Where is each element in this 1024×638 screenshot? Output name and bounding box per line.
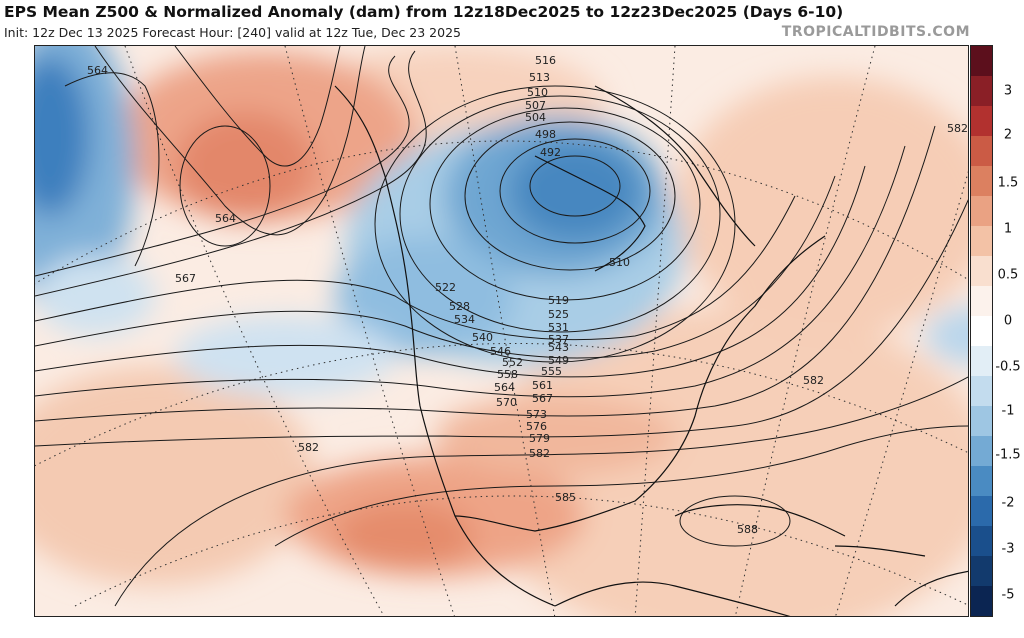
colorbar-segment (971, 106, 992, 136)
contour-label: 561 (532, 379, 553, 392)
colorbar-segment (971, 316, 992, 346)
contour-label: 588 (737, 523, 758, 536)
contour-label: 504 (525, 111, 546, 124)
graticule (35, 46, 968, 616)
colorbar-tick-label: 0 (1003, 313, 1013, 329)
colorbar-tick-label: -3 (1001, 541, 1015, 557)
contour-label: 567 (532, 392, 553, 405)
forecast-info: Init: 12z Dec 13 2025 Forecast Hour: [24… (4, 25, 461, 40)
contour-label: 564 (215, 212, 236, 225)
colorbar-tick-label: 1 (1003, 221, 1013, 237)
coastlines (334, 85, 968, 616)
contour-label: 585 (555, 491, 576, 504)
contour-label: 555 (541, 365, 562, 378)
colorbar-segment (971, 196, 992, 226)
contour-label: 531 (548, 321, 569, 334)
contour-label: 564 (494, 381, 515, 394)
colorbar-segment (971, 466, 992, 496)
brand-watermark: TROPICALTIDBITS.COM (781, 24, 970, 40)
colorbar-segment (971, 376, 992, 406)
colorbar-segment (971, 526, 992, 556)
contour-label: 552 (502, 356, 523, 369)
contour-label: 573 (526, 408, 547, 421)
contour-label: 582 (803, 374, 824, 387)
forecast-map: 564 564 567 582 582 582 585 588 516 513 … (34, 45, 969, 617)
contour-label: 564 (87, 64, 108, 77)
contour-label: 525 (548, 308, 569, 321)
map-title: EPS Mean Z500 & Normalized Anomaly (dam)… (4, 3, 844, 21)
colorbar-tick-label: -1.5 (995, 447, 1021, 463)
contour-label: 540 (472, 331, 493, 344)
contour-label: 534 (454, 313, 475, 326)
contour-label: 507 (525, 99, 546, 112)
colorbar-segment (971, 256, 992, 286)
colorbar-segment (971, 586, 992, 616)
contour-label: 528 (449, 300, 470, 313)
colorbar-tick-label: 0.5 (997, 267, 1019, 283)
height-contours (35, 46, 968, 607)
colorbar-segment (971, 76, 992, 106)
colorbar-segment (971, 496, 992, 526)
contour-label: 549 (548, 354, 569, 367)
colorbar-segment (971, 226, 992, 256)
colorbar-tick-label: -5 (1001, 587, 1015, 603)
colorbar-tick-label: 1.5 (997, 175, 1019, 191)
colorbar-tick-label: -2 (1001, 495, 1015, 511)
colorbar-segment (971, 556, 992, 586)
contour-label: 576 (526, 420, 547, 433)
colorbar-segment (971, 166, 992, 196)
contour-label: 570 (496, 396, 517, 409)
colorbar-tick-label: 3 (1003, 83, 1013, 99)
contour-label: 510 (527, 86, 548, 99)
contour-label: 546 (490, 345, 511, 358)
colorbar-tick-label: 2 (1003, 127, 1013, 143)
contour-labels: 564 564 567 582 582 582 585 588 516 513 … (87, 54, 968, 536)
colorbar-segment (971, 136, 992, 166)
contour-label: 537 (548, 333, 569, 346)
colorbar-ticks: 3 2 1.5 1 0.5 0 -0.5 -1 -1.5 -2 -3 -5 (993, 45, 1024, 617)
contour-label: 582 (947, 122, 968, 135)
colorbar-tick-label: -1 (1001, 403, 1015, 419)
contour-label: 492 (540, 146, 561, 159)
contour-label: 582 (529, 447, 550, 460)
contour-label: 582 (298, 441, 319, 454)
colorbar-segment (971, 346, 992, 376)
contour-label: 558 (497, 368, 518, 381)
contour-label: 510 (609, 256, 630, 269)
contour-label: 567 (175, 272, 196, 285)
contour-label: 513 (529, 71, 550, 84)
colorbar-segment (971, 286, 992, 316)
colorbar-tick-label: -0.5 (995, 359, 1021, 375)
colorbar-segment (971, 46, 992, 76)
contour-label: 516 (535, 54, 556, 67)
anomaly-colorbar (970, 45, 993, 617)
contour-label: 519 (548, 294, 569, 307)
contour-label: 498 (535, 128, 556, 141)
contour-label: 543 (548, 341, 569, 354)
colorbar-segment (971, 406, 992, 436)
contour-label: 522 (435, 281, 456, 294)
anomaly-shading (35, 46, 968, 616)
colorbar-segment (971, 436, 992, 466)
contour-label: 579 (529, 432, 550, 445)
